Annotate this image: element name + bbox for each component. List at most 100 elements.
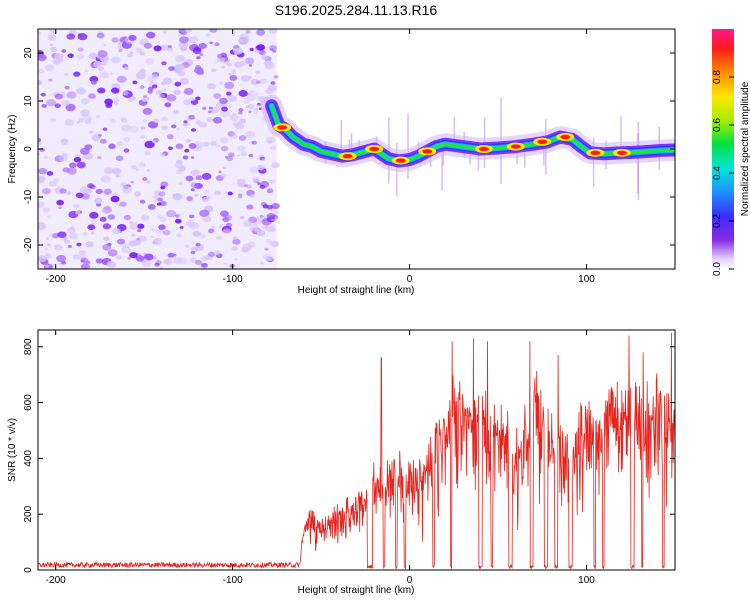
noise-blob xyxy=(223,216,227,220)
noise-blob xyxy=(207,83,217,90)
noise-blob xyxy=(61,49,67,53)
noise-blob xyxy=(49,233,55,238)
noise-blob xyxy=(49,43,54,47)
noise-blob xyxy=(95,188,103,195)
noise-wash xyxy=(38,29,277,269)
noise-blob xyxy=(40,92,46,97)
noise-blob xyxy=(143,253,154,261)
noise-blob xyxy=(271,162,280,169)
noise-blob xyxy=(174,218,182,224)
noise-blob xyxy=(162,88,167,91)
noise-blob xyxy=(215,60,220,63)
noise-blob xyxy=(109,118,116,124)
ridge-hotspot-core xyxy=(590,150,601,156)
noise-blob xyxy=(115,155,124,161)
noise-blob xyxy=(161,61,167,66)
noise-blob xyxy=(266,204,273,210)
noise-blob xyxy=(67,244,72,249)
noise-blob xyxy=(161,125,168,131)
noise-blob xyxy=(192,47,202,54)
noise-blob xyxy=(215,235,222,240)
spectral-ridge xyxy=(260,94,675,201)
noise-blob xyxy=(246,204,254,210)
noise-blob xyxy=(210,141,217,147)
noise-blob xyxy=(106,260,117,268)
noise-blob xyxy=(58,155,68,162)
ridge-hotspot-core xyxy=(478,146,489,152)
noise-blob xyxy=(142,107,153,115)
noise-blob xyxy=(88,93,96,99)
noise-blob xyxy=(222,216,230,223)
noise-blob xyxy=(227,191,233,196)
noise-blob xyxy=(41,103,47,108)
noise-blob xyxy=(200,262,208,268)
noise-blob xyxy=(271,203,280,210)
noise-blob xyxy=(188,143,197,149)
noise-blob xyxy=(46,99,57,107)
noise-blob xyxy=(160,185,166,190)
noise-blob xyxy=(116,75,127,83)
noise-blob xyxy=(256,44,266,51)
noise-blob xyxy=(160,181,169,188)
noise-blob xyxy=(150,235,155,239)
noise-blob xyxy=(182,121,189,127)
noise-blob xyxy=(51,232,60,239)
noise-blob xyxy=(99,138,107,144)
noise-blob xyxy=(160,44,170,51)
spectrogram-ylabel: Frequency (Hz) xyxy=(7,115,18,184)
noise-blob xyxy=(159,201,167,207)
noise-blob xyxy=(221,65,226,69)
noise-blob xyxy=(239,60,248,66)
noise-blob xyxy=(131,233,136,237)
noise-blob xyxy=(185,244,190,249)
noise-blob xyxy=(91,80,97,85)
noise-blob xyxy=(84,69,89,73)
noise-blob xyxy=(260,261,264,265)
noise-blob xyxy=(99,71,110,79)
noise-blob xyxy=(157,202,162,206)
noise-blob xyxy=(228,152,235,158)
noise-blob xyxy=(153,118,160,123)
noise-blob xyxy=(243,220,252,227)
noise-blob xyxy=(222,166,227,170)
noise-blob xyxy=(151,74,159,80)
noise-blob xyxy=(266,213,276,220)
noise-blob xyxy=(194,193,199,197)
noise-blob xyxy=(167,252,175,258)
noise-blob xyxy=(219,97,228,105)
noise-blob xyxy=(194,259,203,265)
noise-blob xyxy=(60,138,69,144)
noise-blob xyxy=(249,166,258,173)
noise-blob xyxy=(112,193,117,196)
ridge-hotspot-core xyxy=(560,134,571,140)
noise-blob xyxy=(107,214,116,220)
noise-blob xyxy=(190,188,195,192)
noise-blob xyxy=(163,258,172,265)
noise-blob xyxy=(239,38,244,42)
noise-blob xyxy=(195,175,203,181)
noise-blob xyxy=(159,266,164,269)
noise-blob xyxy=(38,255,47,263)
y-tick-label: 20 xyxy=(23,47,34,59)
noise-blob xyxy=(108,143,116,150)
noise-blob xyxy=(128,34,137,41)
noise-blob xyxy=(205,33,211,37)
x-tick-label: 0 xyxy=(407,274,413,285)
noise-blob xyxy=(254,228,260,233)
noise-blob xyxy=(268,29,278,34)
noise-blob xyxy=(123,148,130,153)
chart-title: S196.2025.284.11.13.R16 xyxy=(275,2,438,18)
x-tick-label: 100 xyxy=(578,274,595,285)
noise-blob xyxy=(38,137,42,143)
noise-blob xyxy=(188,114,196,120)
noise-blob xyxy=(159,216,167,222)
noise-blob xyxy=(110,87,120,94)
noise-blob xyxy=(85,241,94,248)
ridge-hotspot-core xyxy=(510,144,521,149)
noise-blob xyxy=(73,157,82,163)
noise-blob xyxy=(103,167,114,175)
noise-blob xyxy=(97,87,106,94)
noise-blob xyxy=(89,75,99,83)
noise-blob xyxy=(229,114,239,122)
noise-blob xyxy=(76,120,81,124)
